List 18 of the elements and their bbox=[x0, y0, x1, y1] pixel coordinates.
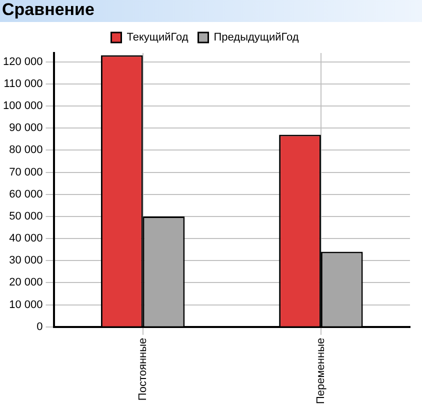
legend-label: ПредыдущийГод bbox=[214, 32, 300, 44]
chart-title: Сравнение bbox=[0, 0, 422, 22]
y-tick-label: 10 000 bbox=[9, 298, 43, 311]
y-tick-label: 0 bbox=[36, 320, 43, 333]
y-tick-label: 90 000 bbox=[9, 122, 43, 134]
y-tick-label: 40 000 bbox=[9, 232, 43, 245]
y-tick-label: 60 000 bbox=[9, 188, 43, 200]
y-tick-label: 120 000 bbox=[2, 56, 43, 68]
y-tick-label: 100 000 bbox=[2, 100, 43, 112]
x-tick-label: Постоянные bbox=[136, 338, 149, 401]
y-tick-label: 70 000 bbox=[9, 166, 43, 178]
legend-label: ТекущийГод bbox=[126, 32, 189, 44]
y-tick-label: 50 000 bbox=[9, 210, 43, 222]
y-tick-label: 110 000 bbox=[4, 78, 43, 90]
x-tick-label: Переменные bbox=[314, 338, 327, 404]
y-tick-label: 30 000 bbox=[9, 254, 43, 267]
y-tick-label: 80 000 bbox=[9, 144, 43, 156]
y-tick-label: 20 000 bbox=[9, 276, 43, 289]
